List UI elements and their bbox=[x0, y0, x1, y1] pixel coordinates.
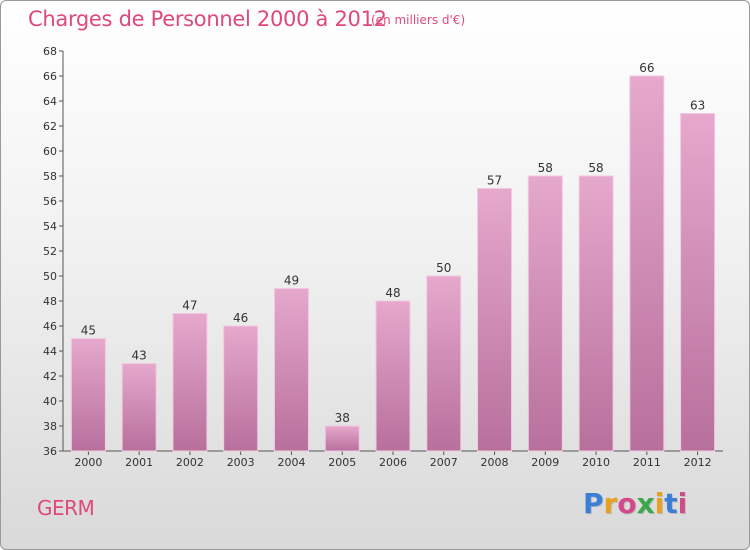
data-label: 47 bbox=[182, 299, 197, 313]
bar bbox=[527, 175, 563, 452]
data-label: 50 bbox=[436, 261, 451, 275]
bar bbox=[477, 188, 513, 452]
logo-letter: t bbox=[664, 487, 678, 520]
y-tick-label: 56 bbox=[43, 195, 57, 208]
data-label: 58 bbox=[538, 161, 553, 175]
bar bbox=[375, 300, 411, 452]
x-tick-label: 2008 bbox=[481, 456, 509, 469]
y-tick-label: 36 bbox=[43, 445, 57, 458]
data-label: 38 bbox=[335, 411, 350, 425]
bar bbox=[172, 313, 208, 452]
logo-letter: i bbox=[654, 487, 665, 520]
bar bbox=[70, 338, 106, 452]
logo-letter: r bbox=[603, 487, 618, 520]
x-tick-label: 2001 bbox=[125, 456, 153, 469]
proxiti-logo: Proxiti bbox=[583, 487, 687, 520]
x-tick-label: 2002 bbox=[176, 456, 204, 469]
y-tick-label: 66 bbox=[43, 70, 57, 83]
y-tick-label: 44 bbox=[43, 345, 57, 358]
commune-name: GERM bbox=[37, 496, 95, 520]
data-label: 63 bbox=[690, 99, 705, 113]
data-label: 49 bbox=[284, 274, 299, 288]
x-tick-label: 2003 bbox=[227, 456, 255, 469]
y-tick-label: 64 bbox=[43, 95, 57, 108]
x-tick-label: 2012 bbox=[684, 456, 712, 469]
bar bbox=[223, 325, 259, 452]
logo-letter: P bbox=[583, 487, 604, 520]
logo-letter: x bbox=[636, 487, 655, 520]
y-tick-label: 68 bbox=[43, 45, 57, 58]
y-tick-label: 38 bbox=[43, 420, 57, 433]
x-tick-label: 2000 bbox=[74, 456, 102, 469]
logo-letter: o bbox=[617, 487, 637, 520]
y-tick-label: 48 bbox=[43, 295, 57, 308]
y-tick-label: 42 bbox=[43, 370, 57, 383]
y-tick-label: 62 bbox=[43, 120, 57, 133]
y-tick-label: 50 bbox=[43, 270, 57, 283]
x-tick-label: 2005 bbox=[328, 456, 356, 469]
bar bbox=[629, 75, 665, 452]
bar bbox=[578, 175, 614, 452]
x-tick-label: 2004 bbox=[277, 456, 305, 469]
y-tick-label: 54 bbox=[43, 220, 57, 233]
data-label: 66 bbox=[639, 61, 654, 75]
bar bbox=[273, 288, 309, 452]
y-tick-label: 40 bbox=[43, 395, 57, 408]
bar bbox=[324, 425, 360, 452]
data-label: 43 bbox=[132, 349, 147, 363]
chart-title: Charges de Personnel 2000 à 2012 bbox=[28, 7, 387, 31]
x-tick-label: 2010 bbox=[582, 456, 610, 469]
bar bbox=[121, 363, 157, 452]
data-label: 46 bbox=[233, 311, 248, 325]
logo-letter: i bbox=[677, 487, 688, 520]
y-tick-label: 58 bbox=[43, 170, 57, 183]
x-tick-label: 2006 bbox=[379, 456, 407, 469]
chart-unit: (en milliers d'€) bbox=[371, 13, 466, 27]
bar bbox=[680, 113, 716, 452]
data-label: 45 bbox=[81, 324, 96, 338]
x-tick-label: 2009 bbox=[531, 456, 559, 469]
data-label: 48 bbox=[385, 286, 400, 300]
y-tick-label: 60 bbox=[43, 145, 57, 158]
x-tick-label: 2007 bbox=[430, 456, 458, 469]
y-tick-label: 46 bbox=[43, 320, 57, 333]
bar bbox=[426, 275, 462, 452]
y-tick-label: 52 bbox=[43, 245, 57, 258]
data-label: 57 bbox=[487, 174, 502, 188]
data-label: 58 bbox=[588, 161, 603, 175]
x-tick-label: 2011 bbox=[633, 456, 661, 469]
